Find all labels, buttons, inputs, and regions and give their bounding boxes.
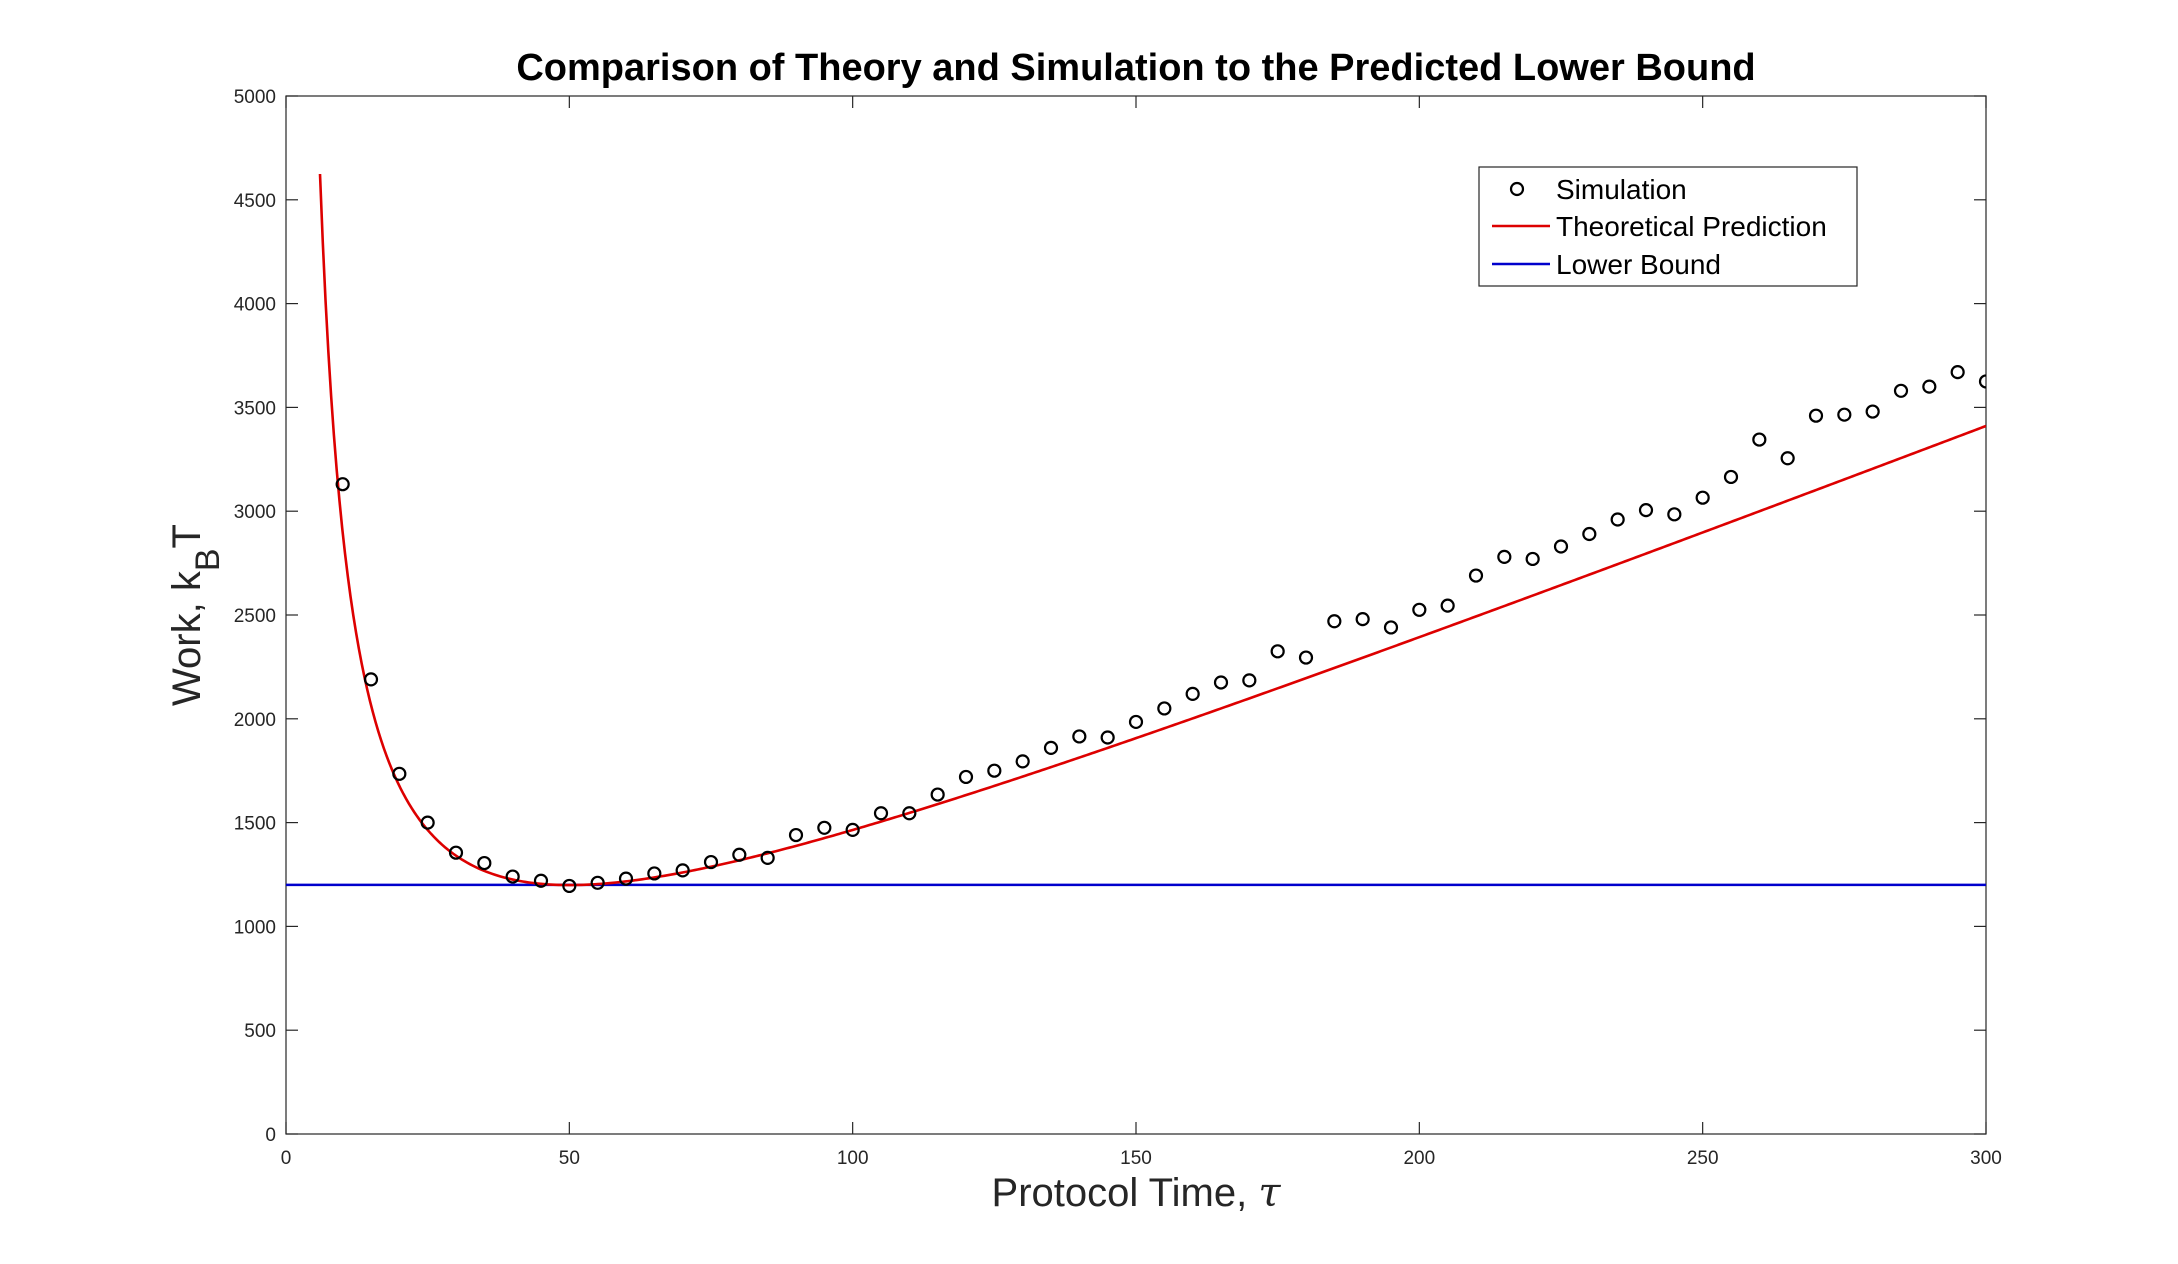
y-tick-label: 2000 [234, 710, 276, 731]
x-tick-label: 300 [1970, 1148, 2002, 1169]
x-tick-label: 50 [559, 1148, 580, 1169]
simulation-point [477, 855, 492, 871]
simulation-point [732, 847, 747, 862]
chart-title: Comparison of Theory and Simulation to t… [516, 47, 1755, 89]
simulation-point [1128, 714, 1144, 730]
x-tick-label: 0 [281, 1148, 292, 1169]
simulation-point [1780, 451, 1795, 466]
simulation-point [1298, 650, 1314, 665]
simulation-point [873, 806, 889, 821]
x-tick-label: 200 [1403, 1148, 1435, 1169]
simulation-point [1440, 598, 1455, 613]
simulation-point [1752, 432, 1767, 447]
simulation-point [845, 822, 860, 837]
simulation-point [1072, 729, 1087, 744]
simulation-point [1667, 507, 1682, 522]
x-axis-label-symbol: τ [1258, 1170, 1281, 1216]
simulation-point [392, 766, 407, 781]
simulation-point [930, 787, 945, 802]
simulation-point [1978, 374, 1986, 389]
simulation-point [1893, 383, 1909, 398]
simulation-point [958, 769, 974, 785]
simulation-point [1270, 644, 1285, 659]
simulation-point [703, 854, 719, 870]
simulation-point [1015, 754, 1030, 769]
simulation-point [335, 477, 350, 492]
y-tick-label: 5000 [234, 87, 276, 108]
simulation-point [817, 820, 832, 835]
simulation-point [1525, 551, 1540, 567]
simulation-point [1355, 612, 1370, 627]
simulation-point [618, 871, 634, 886]
simulation-point [363, 672, 379, 687]
simulation-point [788, 827, 804, 843]
simulation-point [1497, 549, 1512, 564]
simulation-point [1837, 407, 1852, 422]
y-tick-label: 3500 [234, 398, 276, 419]
simulation-point [1412, 602, 1427, 617]
simulation-point [1242, 673, 1257, 688]
simulation-point [647, 866, 662, 881]
simulation-point [1468, 568, 1484, 583]
x-axis-ticks: 0 50 100 150 200 250 300 [281, 96, 2002, 1169]
legend-simulation-label: Simulation [1556, 174, 1687, 205]
y-axis-label-subscript: B [189, 548, 227, 571]
simulation-point [1582, 526, 1597, 542]
simulation-point [1638, 503, 1654, 518]
legend: Simulation Theoretical Prediction Lower … [1478, 166, 1858, 287]
simulation-point [1723, 469, 1739, 485]
simulation-point [562, 878, 577, 894]
y-tick-label: 500 [244, 1021, 276, 1042]
y-axis-ticks: 0 500 1000 1500 2000 2500 3000 3500 4000 4500 5000 [234, 87, 1986, 1146]
y-axis-label-tail: T [165, 524, 209, 548]
simulation-point [675, 863, 690, 878]
simulation-point [590, 875, 605, 890]
simulation-point [1553, 539, 1569, 554]
simulation-point [1043, 740, 1059, 755]
simulation-point [1157, 701, 1172, 716]
simulation-point [987, 763, 1002, 778]
simulation-point [533, 873, 549, 888]
y-tick-label: 4500 [234, 191, 276, 212]
simulation-point [1808, 408, 1824, 423]
simulation-point [760, 850, 775, 865]
y-tick-label: 0 [265, 1125, 276, 1146]
x-axis-label-text: Protocol Time, [992, 1171, 1248, 1215]
x-tick-label: 250 [1687, 1148, 1719, 1169]
simulation-point [1100, 730, 1115, 745]
x-axis-label: Protocol Time, τ [992, 1170, 1282, 1216]
y-tick-label: 3000 [234, 502, 276, 523]
legend-lower-bound-label: Lower Bound [1556, 249, 1721, 280]
simulation-point [505, 869, 520, 884]
x-tick-label: 150 [1120, 1148, 1152, 1169]
simulation-point [1383, 620, 1399, 635]
y-tick-label: 1500 [234, 814, 276, 835]
simulation-point [1695, 490, 1710, 505]
simulation-point [1610, 512, 1625, 527]
y-axis-label-text: Work, k [165, 570, 209, 706]
simulation-point [1213, 675, 1229, 690]
plot-content [286, 173, 1986, 894]
simulation-point [1327, 614, 1342, 629]
y-tick-label: 2500 [234, 606, 276, 627]
y-tick-label: 1000 [234, 917, 276, 938]
simulation-point [420, 815, 435, 830]
simulation-point [1865, 404, 1880, 419]
simulation-point [902, 806, 917, 821]
simulation-point [1922, 379, 1937, 394]
legend-theory-label: Theoretical Prediction [1556, 211, 1827, 242]
legend-simulation-marker [1509, 181, 1525, 197]
y-axis-label: Work, kBT [165, 524, 227, 706]
simulation-point [1950, 365, 1965, 380]
x-tick-label: 100 [837, 1148, 869, 1169]
theoretical-prediction-line [318, 173, 1986, 887]
y-tick-label: 4000 [234, 295, 276, 316]
simulation-point [1185, 686, 1200, 701]
simulation-point [448, 845, 464, 860]
